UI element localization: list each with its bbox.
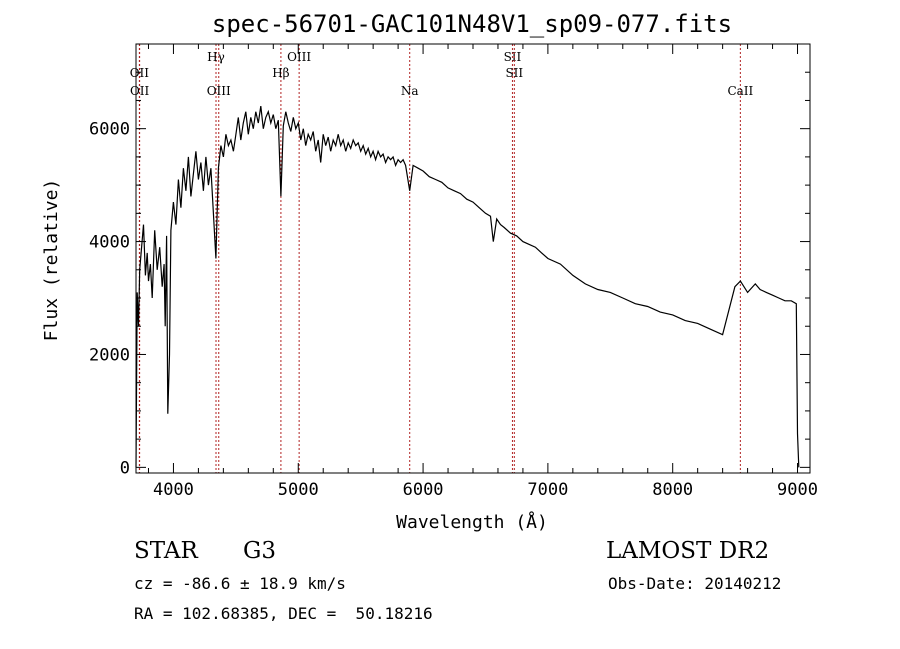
line-marker-label: OII (130, 84, 150, 98)
obs-date: Obs-Date: 20140212 (608, 574, 782, 593)
line-marker-label: Hβ (272, 66, 289, 80)
line-marker-label: SII (504, 50, 522, 64)
plot-frame (135, 43, 811, 474)
y-tick-label: 2000 (89, 345, 130, 365)
chart-title: spec-56701-GAC101N48V1_sp09-077.fits (212, 10, 732, 38)
x-tick-label: 4000 (153, 480, 194, 500)
y-axis-label: Flux (relative) (41, 179, 62, 342)
y-tick-label: 6000 (89, 120, 130, 140)
x-tick-label: 9000 (777, 480, 818, 500)
x-tick-label: 5000 (278, 480, 319, 500)
x-tick-label: 7000 (527, 480, 568, 500)
x-tick-label: 6000 (403, 480, 444, 500)
y-tick-label: 0 (120, 458, 130, 478)
line-marker-label: OIII (287, 50, 311, 64)
line-marker-label: OIII (207, 84, 231, 98)
x-axis: 4000 5000 6000 7000 8000 9000 (147, 44, 818, 500)
survey-release: LAMOST DR2 (606, 538, 770, 564)
object-class: STAR (134, 538, 198, 564)
y-tick-label: 4000 (89, 233, 130, 253)
spectrum-line (135, 106, 800, 468)
y-axis: 0 2000 4000 6000 (89, 71, 810, 478)
coordinates: RA = 102.68385, DEC = 50.18216 (134, 604, 433, 623)
x-axis-label: Wavelength (Å) (396, 511, 548, 533)
line-marker-label: Na (401, 84, 419, 98)
redshift-text: cz = -86.6 ± 18.9 km/s (134, 574, 346, 593)
x-tick-label: 8000 (652, 480, 693, 500)
subclass: G3 (243, 538, 277, 564)
line-marker-label: SII (505, 66, 523, 80)
line-marker-label: Hγ (207, 50, 225, 64)
line-marker-label: CaII (727, 84, 753, 98)
